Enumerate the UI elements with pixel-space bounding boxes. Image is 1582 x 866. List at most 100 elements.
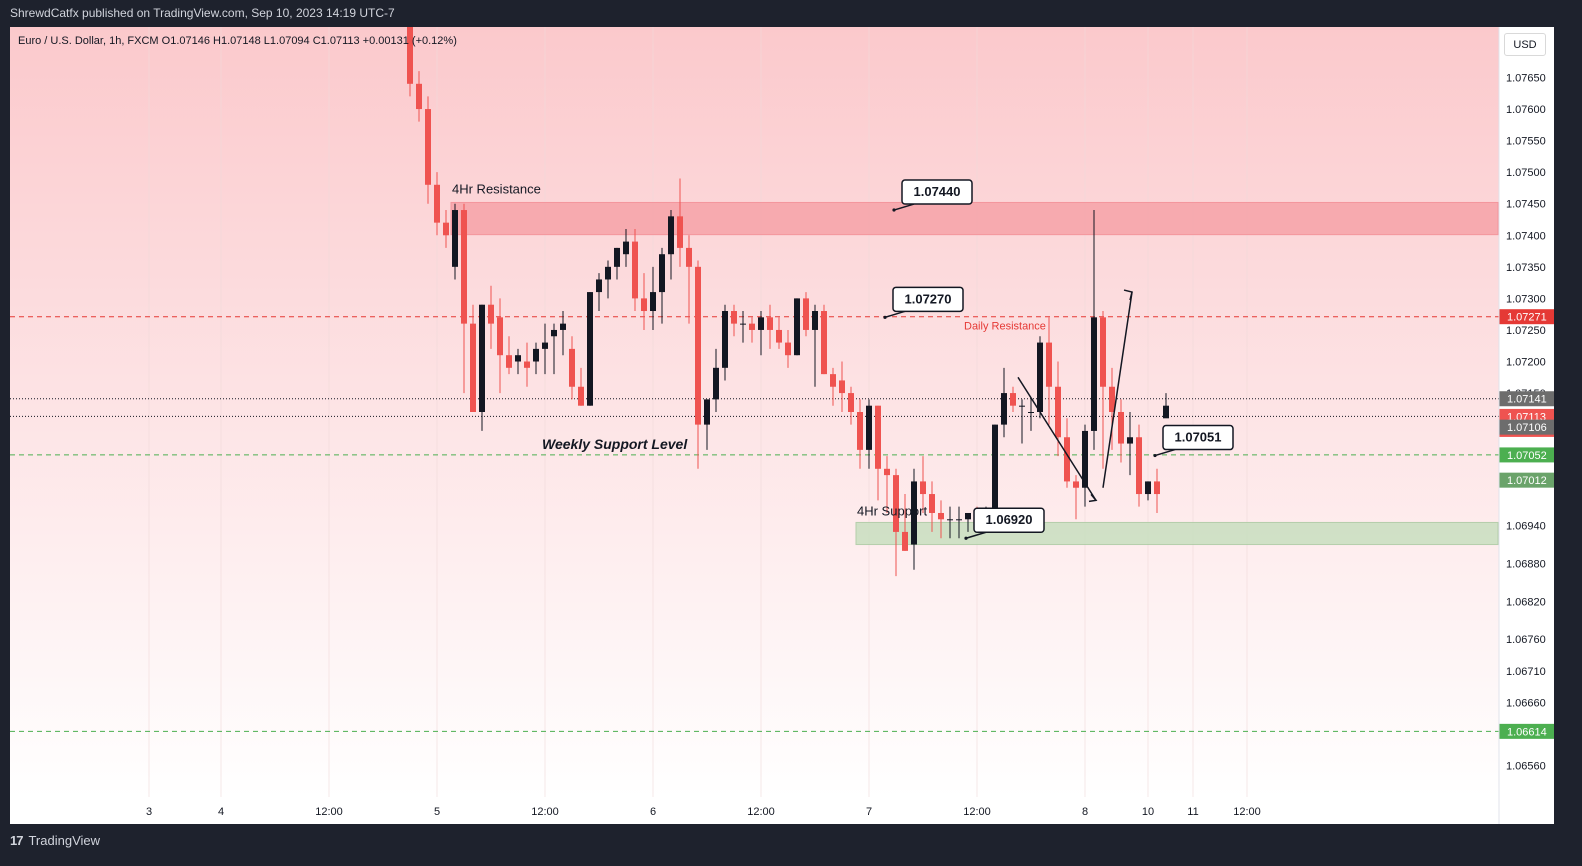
y-tick-label: 1.06820: [1506, 596, 1546, 608]
candle: [1037, 342, 1043, 412]
callout-pointer: [893, 203, 915, 211]
candle: [1028, 412, 1034, 413]
price-tag: [1499, 472, 1554, 488]
callout-label: 1.07270: [905, 291, 952, 306]
candle: [1055, 386, 1061, 438]
candle: [812, 311, 818, 330]
callout-anchor: [883, 315, 887, 319]
callout-anchor: [964, 536, 968, 540]
chart-frame[interactable]: 4Hr Resistance 4Hr Support Daily Resistanc…: [10, 27, 1554, 824]
candle: [668, 216, 674, 255]
resistance-label: 4Hr Resistance: [452, 181, 541, 196]
candle: [821, 311, 827, 375]
publisher-info: ShrewdCatfx published on TradingView.com…: [10, 6, 395, 20]
price-tag: [1499, 419, 1554, 435]
candle: [470, 323, 476, 412]
price-chart[interactable]: 4Hr Resistance 4Hr Support Daily Resistanc…: [10, 27, 1554, 824]
candle: [1046, 342, 1052, 387]
candle: [965, 512, 971, 520]
x-tick-label: 7: [866, 806, 872, 818]
price-tag-label: 1.06614: [1507, 726, 1547, 738]
top-bar: ShrewdCatfx published on TradingView.com…: [0, 0, 1582, 27]
candle: [560, 323, 566, 330]
y-tick-label: 1.07400: [1506, 230, 1546, 242]
price-tag: [1499, 391, 1554, 407]
candle: [551, 329, 557, 337]
y-tick-label: 1.06710: [1506, 666, 1546, 678]
candle: [461, 210, 467, 324]
candle: [911, 481, 917, 545]
candle: [839, 380, 845, 394]
candle: [713, 367, 719, 400]
y-tick-label: 1.07550: [1506, 136, 1546, 148]
y-tick-label: 1.07450: [1506, 199, 1546, 211]
y-tick-label: 1.07300: [1506, 293, 1546, 305]
callout-box: [973, 507, 1045, 533]
candle: [497, 317, 503, 356]
callout-label: 1.07051: [1175, 430, 1222, 445]
callout-pointer: [965, 531, 987, 539]
candle: [794, 298, 800, 356]
x-tick-label: 12:00: [315, 806, 343, 818]
currency-button[interactable]: USD: [1504, 33, 1546, 56]
x-tick-label: 12:00: [531, 806, 559, 818]
candle: [596, 279, 602, 293]
candle: [479, 304, 485, 412]
candle: [1109, 386, 1115, 412]
callout-box: [892, 286, 964, 313]
candle: [650, 292, 656, 312]
candle: [1064, 437, 1070, 482]
candle: [1136, 437, 1142, 495]
candle: [785, 342, 791, 356]
trend-line-up: [1102, 291, 1133, 488]
y-tick-label: 1.07250: [1506, 325, 1546, 337]
price-tag-label: 1.07271: [1507, 312, 1547, 324]
candle: [506, 355, 512, 368]
right-gutter: [1554, 27, 1582, 824]
y-tick-label: 1.07600: [1506, 104, 1546, 116]
support-label: 4Hr Support: [857, 503, 927, 518]
candle: [938, 512, 944, 520]
candle: [1019, 405, 1025, 407]
bottom-bar: 17 TradingView: [0, 824, 1582, 866]
candle: [758, 317, 764, 330]
candle: [956, 519, 962, 521]
candle: [1118, 412, 1124, 444]
candle: [722, 311, 728, 368]
candle: [830, 374, 836, 387]
candle: [866, 405, 872, 450]
candle: [947, 519, 953, 521]
weekly-support-label: Weekly Support Level: [542, 436, 688, 452]
callout-pointer: [884, 310, 906, 319]
candle: [704, 399, 710, 425]
candle: [893, 475, 899, 532]
candle: [605, 266, 611, 280]
y-tick-label: 1.06660: [1506, 697, 1546, 709]
x-tick-label: 3: [146, 806, 152, 818]
chart-background: [10, 27, 1499, 797]
candle: [695, 266, 701, 425]
candle: [533, 348, 539, 362]
candle: [902, 531, 908, 551]
y-tick-label: 1.07200: [1506, 357, 1546, 369]
candle: [767, 317, 773, 330]
candle: [632, 241, 638, 299]
candle: [452, 210, 458, 267]
x-tick-label: 4: [218, 806, 224, 818]
tradingview-logo[interactable]: 17 TradingView: [10, 833, 100, 848]
candle: [587, 292, 593, 406]
candle: [578, 386, 584, 406]
y-tick-label: 1.07350: [1506, 262, 1546, 274]
x-tick-label: 6: [650, 806, 656, 818]
x-tick-label: 12:00: [963, 806, 991, 818]
candle: [614, 247, 620, 267]
callout-label: 1.07440: [914, 184, 961, 199]
candle: [1145, 481, 1151, 495]
candle: [407, 27, 413, 84]
price-tag: [1499, 447, 1554, 463]
arrow-head-up: [1123, 289, 1133, 301]
x-tick-label: 5: [434, 806, 440, 818]
y-tick-label: 1.07500: [1506, 167, 1546, 179]
candle: [884, 468, 890, 476]
candle: [992, 424, 998, 513]
